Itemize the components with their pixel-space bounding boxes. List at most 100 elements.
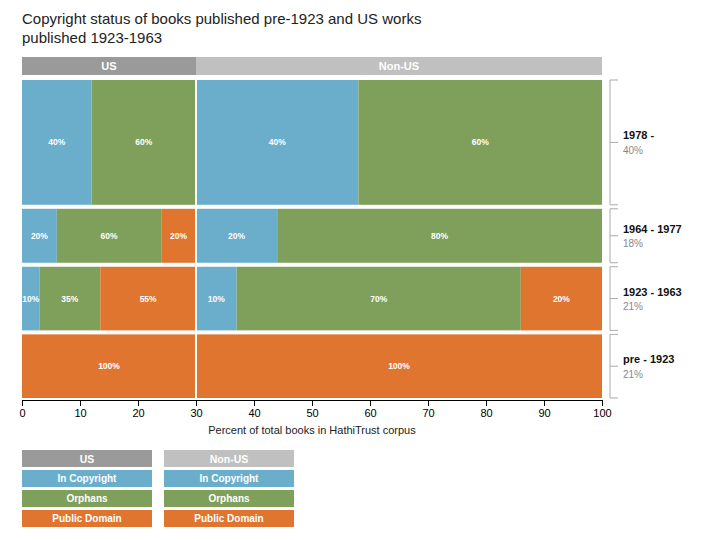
legend-swatch	[164, 510, 294, 527]
group-divider	[195, 78, 197, 400]
tick-label: 80	[480, 407, 492, 419]
segment	[100, 267, 196, 331]
data-label: 40%	[269, 137, 286, 147]
segment	[196, 267, 237, 331]
data-label: 100%	[98, 361, 120, 371]
bracket-line	[610, 366, 618, 367]
data-label: 35%	[61, 294, 78, 304]
title: Copyright status of books published pre-…	[22, 10, 421, 27]
bracket-line	[610, 208, 618, 209]
bracket-line	[610, 80, 618, 81]
tick-mark	[138, 400, 139, 406]
bracket	[610, 267, 618, 331]
tick-mark	[22, 400, 23, 406]
bracket-line	[610, 398, 618, 399]
bracket	[610, 334, 618, 398]
data-label: 70%	[370, 294, 387, 304]
tick-label: 60	[364, 407, 376, 419]
bracket-line	[610, 298, 618, 299]
segment	[22, 267, 39, 331]
category-label: 1923 - 1963	[623, 286, 682, 298]
subtitle: published 1923-1963	[22, 29, 162, 46]
tick-mark	[312, 400, 313, 406]
tick: 40	[248, 400, 260, 419]
tick-mark	[254, 400, 255, 406]
segment	[22, 209, 57, 263]
tick: 100	[593, 400, 611, 419]
legend-swatch	[164, 470, 294, 487]
category-share-label: 18%	[623, 238, 643, 249]
tick-label: 20	[132, 407, 144, 419]
x-axis-title: Percent of total books in HathiTrust cor…	[208, 424, 416, 436]
tick-mark	[544, 400, 545, 406]
bracket-line	[610, 330, 618, 331]
tick-mark	[80, 400, 81, 406]
category-share-label: 21%	[623, 369, 643, 380]
segment	[521, 267, 602, 331]
tick-mark	[370, 400, 371, 406]
data-label: 10%	[22, 294, 39, 304]
legend-label: In Copyright	[58, 473, 118, 484]
data-label: 60%	[472, 137, 489, 147]
segment	[22, 334, 196, 398]
data-label: 20%	[31, 231, 48, 241]
legend-swatch	[22, 510, 152, 527]
bracket-line	[610, 204, 618, 205]
segment	[92, 80, 196, 205]
category-label: 1964 - 1977	[623, 223, 682, 235]
bracket	[610, 80, 618, 205]
category-share-label: 21%	[623, 301, 643, 312]
category-label: 1978 -	[623, 129, 655, 141]
tick: 60	[364, 400, 376, 419]
legend: US In Copyright Orphans Public Domain Non-US…	[22, 450, 294, 527]
tick-mark	[196, 400, 197, 406]
legend-swatch	[22, 490, 152, 507]
data-label: 60%	[135, 137, 152, 147]
tick-label: 40	[248, 407, 260, 419]
tick-label: 70	[422, 407, 434, 419]
tick: 80	[480, 400, 492, 419]
group-header-label: Non-US	[379, 60, 419, 72]
legend-label: Public Domain	[194, 513, 263, 524]
tick-label: 50	[306, 407, 318, 419]
bracket	[610, 209, 618, 263]
bracket-line	[610, 334, 618, 335]
data-label: 55%	[140, 294, 157, 304]
tick: 0	[19, 400, 25, 419]
segment	[237, 267, 521, 331]
tick-mark	[428, 400, 429, 406]
tick-label: 10	[74, 407, 86, 419]
bracket-line	[610, 262, 618, 263]
plot: 100%100%pre - 192321%10%35%55%10%70%20%1…	[19, 57, 681, 436]
marks	[22, 78, 602, 400]
data-label: 60%	[100, 231, 117, 241]
tick: 30	[190, 400, 202, 419]
legend-header-label: US	[80, 453, 95, 465]
bracket-line	[610, 235, 618, 236]
tick: 10	[74, 400, 86, 419]
tick-label: 0	[19, 407, 25, 419]
tick: 50	[306, 400, 318, 419]
legend-label: Public Domain	[52, 513, 121, 524]
tick: 90	[538, 400, 550, 419]
legend-header	[164, 450, 294, 467]
data-label: 20%	[553, 294, 570, 304]
tick: 70	[422, 400, 434, 419]
segment	[196, 209, 277, 263]
segment	[358, 80, 602, 205]
segment	[57, 209, 161, 263]
legend-header-label: Non-US	[210, 453, 249, 465]
legend-label: In Copyright	[200, 473, 260, 484]
tick: 20	[132, 400, 144, 419]
segment	[196, 334, 602, 398]
legend-label: Orphans	[208, 493, 250, 504]
group-header-label: US	[101, 60, 116, 72]
legend-header	[22, 450, 152, 467]
segment	[196, 80, 358, 205]
data-label: 100%	[388, 361, 410, 371]
legend-label: Orphans	[66, 493, 108, 504]
tick-label: 100	[593, 407, 611, 419]
data-label: 20%	[228, 231, 245, 241]
bracket-line	[610, 266, 618, 267]
data-label: 80%	[431, 231, 448, 241]
